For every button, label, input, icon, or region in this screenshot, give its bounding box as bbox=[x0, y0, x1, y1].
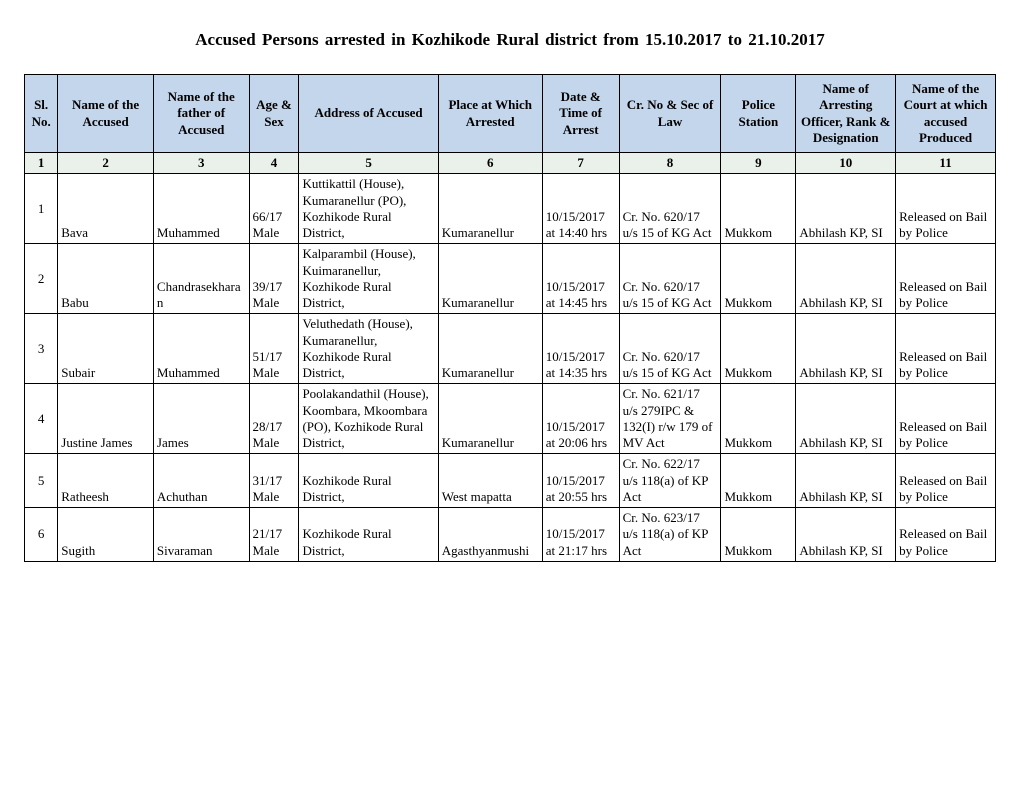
cell-slno: 2 bbox=[25, 244, 58, 314]
cell-age: 39/17 Male bbox=[249, 244, 299, 314]
cell-datetime: 10/15/2017 at 14:45 hrs bbox=[542, 244, 619, 314]
col-num: 2 bbox=[58, 153, 154, 174]
cell-age: 31/17 Male bbox=[249, 454, 299, 508]
cell-crno: Cr. No. 623/17 u/s 118(a) of KP Act bbox=[619, 508, 721, 562]
cell-address: Kuttikattil (House), Kumaranellur (PO), … bbox=[299, 174, 438, 244]
cell-crno: Cr. No. 620/17 u/s 15 of KG Act bbox=[619, 244, 721, 314]
col-num: 6 bbox=[438, 153, 542, 174]
col-header: Cr. No & Sec of Law bbox=[619, 75, 721, 153]
cell-station: Mukkom bbox=[721, 454, 796, 508]
cell-accused: Ratheesh bbox=[58, 454, 154, 508]
col-num: 7 bbox=[542, 153, 619, 174]
cell-court: Released on Bail by Police bbox=[896, 244, 996, 314]
col-header: Name of Arresting Officer, Rank & Design… bbox=[796, 75, 896, 153]
cell-place: Kumaranellur bbox=[438, 314, 542, 384]
col-num: 1 bbox=[25, 153, 58, 174]
cell-age: 51/17 Male bbox=[249, 314, 299, 384]
cell-slno: 5 bbox=[25, 454, 58, 508]
cell-address: Kozhikode Rural District, bbox=[299, 508, 438, 562]
col-header: Name of the father of Accused bbox=[153, 75, 249, 153]
page-title: Accused Persons arrested in Kozhikode Ru… bbox=[24, 30, 996, 50]
cell-crno: Cr. No. 621/17 u/s 279IPC & 132(I) r/w 1… bbox=[619, 384, 721, 454]
cell-father: Chandrasekharan bbox=[153, 244, 249, 314]
column-number-row: 1 2 3 4 5 6 7 8 9 10 11 bbox=[25, 153, 996, 174]
cell-officer: Abhilash KP, SI bbox=[796, 244, 896, 314]
cell-accused: Bava bbox=[58, 174, 154, 244]
cell-place: Kumaranellur bbox=[438, 174, 542, 244]
col-header: Police Station bbox=[721, 75, 796, 153]
cell-father: James bbox=[153, 384, 249, 454]
cell-accused: Sugith bbox=[58, 508, 154, 562]
col-num: 10 bbox=[796, 153, 896, 174]
cell-father: Sivaraman bbox=[153, 508, 249, 562]
cell-station: Mukkom bbox=[721, 384, 796, 454]
cell-accused: Justine James bbox=[58, 384, 154, 454]
cell-court: Released on Bail by Police bbox=[896, 174, 996, 244]
table-row: 4 Justine James James 28/17 Male Poolaka… bbox=[25, 384, 996, 454]
cell-crno: Cr. No. 622/17 u/s 118(a) of KP Act bbox=[619, 454, 721, 508]
cell-officer: Abhilash KP, SI bbox=[796, 384, 896, 454]
cell-court: Released on Bail by Police bbox=[896, 508, 996, 562]
table-row: 5 Ratheesh Achuthan 31/17 Male Kozhikode… bbox=[25, 454, 996, 508]
cell-father: Achuthan bbox=[153, 454, 249, 508]
cell-slno: 4 bbox=[25, 384, 58, 454]
table-row: 1 Bava Muhammed 66/17 Male Kuttikattil (… bbox=[25, 174, 996, 244]
col-num: 5 bbox=[299, 153, 438, 174]
col-header: Sl. No. bbox=[25, 75, 58, 153]
header-row: Sl. No. Name of the Accused Name of the … bbox=[25, 75, 996, 153]
cell-datetime: 10/15/2017 at 20:55 hrs bbox=[542, 454, 619, 508]
cell-datetime: 10/15/2017 at 14:35 hrs bbox=[542, 314, 619, 384]
cell-accused: Babu bbox=[58, 244, 154, 314]
col-header: Place at Which Arrested bbox=[438, 75, 542, 153]
cell-court: Released on Bail by Police bbox=[896, 384, 996, 454]
col-header: Age & Sex bbox=[249, 75, 299, 153]
table-row: 3 Subair Muhammed 51/17 Male Veluthedath… bbox=[25, 314, 996, 384]
cell-slno: 1 bbox=[25, 174, 58, 244]
cell-address: Veluthedath (House), Kumaranellur, Kozhi… bbox=[299, 314, 438, 384]
cell-accused: Subair bbox=[58, 314, 154, 384]
arrest-table: Sl. No. Name of the Accused Name of the … bbox=[24, 74, 996, 562]
cell-age: 66/17 Male bbox=[249, 174, 299, 244]
cell-crno: Cr. No. 620/17 u/s 15 of KG Act bbox=[619, 174, 721, 244]
cell-datetime: 10/15/2017 at 14:40 hrs bbox=[542, 174, 619, 244]
cell-officer: Abhilash KP, SI bbox=[796, 314, 896, 384]
cell-station: Mukkom bbox=[721, 174, 796, 244]
cell-age: 21/17 Male bbox=[249, 508, 299, 562]
cell-father: Muhammed bbox=[153, 314, 249, 384]
col-num: 8 bbox=[619, 153, 721, 174]
cell-address: Kozhikode Rural District, bbox=[299, 454, 438, 508]
table-row: 2 Babu Chandrasekharan 39/17 Male Kalpar… bbox=[25, 244, 996, 314]
cell-place: Kumaranellur bbox=[438, 384, 542, 454]
cell-place: Kumaranellur bbox=[438, 244, 542, 314]
col-num: 4 bbox=[249, 153, 299, 174]
table-row: 6 Sugith Sivaraman 21/17 Male Kozhikode … bbox=[25, 508, 996, 562]
col-header: Name of the Accused bbox=[58, 75, 154, 153]
cell-datetime: 10/15/2017 at 20:06 hrs bbox=[542, 384, 619, 454]
col-num: 3 bbox=[153, 153, 249, 174]
cell-crno: Cr. No. 620/17 u/s 15 of KG Act bbox=[619, 314, 721, 384]
cell-father: Muhammed bbox=[153, 174, 249, 244]
cell-officer: Abhilash KP, SI bbox=[796, 174, 896, 244]
cell-address: Kalparambil (House), Kuimaranellur, Kozh… bbox=[299, 244, 438, 314]
cell-officer: Abhilash KP, SI bbox=[796, 508, 896, 562]
cell-place: Agasthyanmushi bbox=[438, 508, 542, 562]
cell-slno: 6 bbox=[25, 508, 58, 562]
cell-age: 28/17 Male bbox=[249, 384, 299, 454]
col-header: Name of the Court at which accused Produ… bbox=[896, 75, 996, 153]
cell-place: West mapatta bbox=[438, 454, 542, 508]
cell-address: Poolakandathil (House), Koombara, Mkoomb… bbox=[299, 384, 438, 454]
col-header: Date & Time of Arrest bbox=[542, 75, 619, 153]
cell-slno: 3 bbox=[25, 314, 58, 384]
cell-datetime: 10/15/2017 at 21:17 hrs bbox=[542, 508, 619, 562]
col-header: Address of Accused bbox=[299, 75, 438, 153]
cell-court: Released on Bail by Police bbox=[896, 454, 996, 508]
cell-court: Released on Bail by Police bbox=[896, 314, 996, 384]
cell-station: Mukkom bbox=[721, 244, 796, 314]
cell-station: Mukkom bbox=[721, 314, 796, 384]
col-num: 11 bbox=[896, 153, 996, 174]
col-num: 9 bbox=[721, 153, 796, 174]
cell-station: Mukkom bbox=[721, 508, 796, 562]
cell-officer: Abhilash KP, SI bbox=[796, 454, 896, 508]
